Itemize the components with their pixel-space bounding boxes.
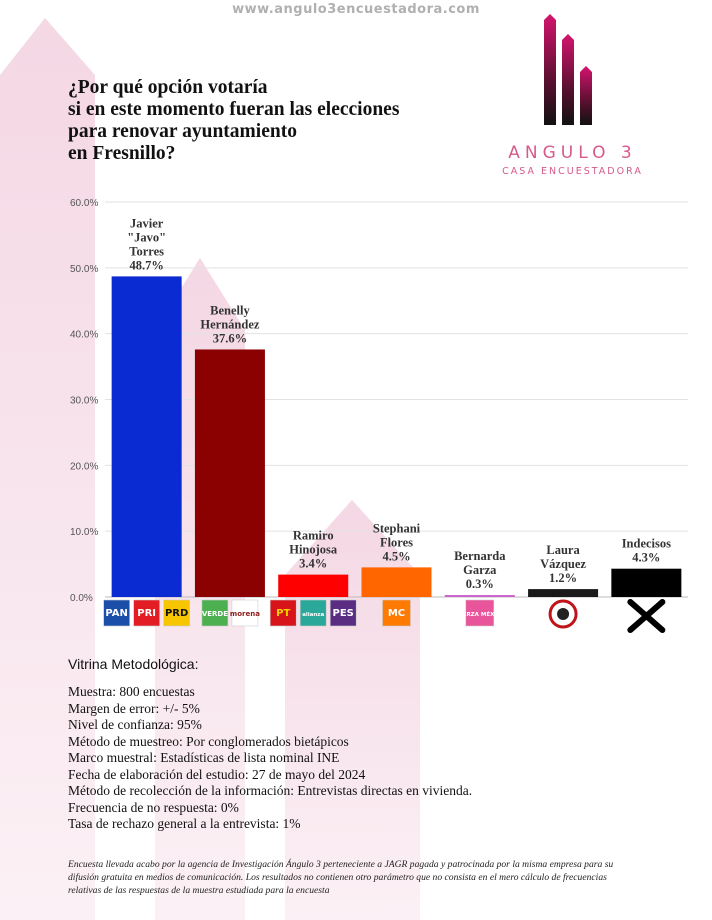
- brand-tagline: CASA ENCUESTADORA: [502, 166, 643, 177]
- title-line: en Fresnillo?: [68, 143, 176, 164]
- party-logo-text: alianza: [302, 612, 324, 618]
- fuerza-mexico-logo: [465, 599, 495, 627]
- data-label: 4.5%: [382, 549, 410, 563]
- prd-logo: [163, 599, 190, 627]
- party-logo-text: PT: [276, 608, 290, 619]
- bar: [444, 595, 515, 597]
- seal-center-icon: [557, 608, 570, 620]
- methodology-line: Fecha de elaboración del estudio: 27 de …: [68, 766, 366, 782]
- y-tick-label: 40.0%: [70, 330, 98, 341]
- data-label: 3.4%: [299, 557, 327, 571]
- category-label: "Javo": [127, 230, 166, 244]
- bar: [194, 349, 265, 597]
- bar: [361, 567, 432, 597]
- cross-mark-icon: [627, 599, 666, 633]
- alianza-logo: [299, 599, 327, 627]
- verde-logo: [201, 599, 229, 627]
- background-arrow-1: [0, 18, 95, 920]
- category-label: Flores: [380, 535, 413, 549]
- vote-intention-bar-chart: 60.0% 50.0% 40.0% 30.0% 20.0% 10.0% 0.0% Javier…: [70, 198, 688, 633]
- title-line: si en este momento fueran las elecciones: [68, 99, 400, 120]
- pt-logo: [269, 599, 297, 627]
- methodology-line: Margen de error: +/- 5%: [68, 700, 200, 716]
- methodology-line: Muestra: 800 encuestas: [68, 684, 195, 699]
- category-label: Vázquez: [540, 557, 586, 571]
- title-line: ¿Por qué opción votaría: [68, 77, 268, 98]
- party-logo-text: FUERZA MÉXICO: [454, 610, 505, 618]
- category-label: Hinojosa: [289, 543, 338, 557]
- party-logo-text: PES: [333, 608, 354, 619]
- movimiento-ciudadano-logo: [382, 599, 411, 627]
- category-label: Bernarda: [454, 549, 506, 563]
- category-label: Stephani: [373, 521, 421, 535]
- party-logo-text: PRD: [165, 608, 188, 619]
- website-url: www.angulo3encuestadora.com: [232, 2, 480, 17]
- category-label: Laura: [546, 543, 580, 557]
- data-label: 1.2%: [549, 571, 577, 585]
- methodology-line: Método de muestreo: Por conglomerados bi…: [68, 733, 349, 749]
- pri-logo: [133, 599, 160, 627]
- pan-logo: [103, 599, 130, 627]
- y-tick-label: 0.0%: [70, 593, 93, 604]
- party-logo-text: VERDE: [202, 610, 228, 618]
- y-tick-label: 50.0%: [70, 264, 98, 275]
- brand-name: ANGULO 3: [508, 143, 637, 163]
- category-label: Benelly: [210, 303, 250, 317]
- category-label: Hernández: [200, 317, 259, 331]
- data-label: 37.6%: [213, 331, 247, 345]
- y-tick-label: 20.0%: [70, 461, 98, 472]
- page-title: ¿Por qué opción votaría si en este momen…: [68, 77, 488, 165]
- category-label: Indecisos: [622, 537, 671, 551]
- methodology-line: Marco muestral: Estadísticas de lista no…: [68, 750, 340, 765]
- category-label: Torres: [129, 244, 164, 258]
- footnote: Encuesta llevada acabo por la agencia de…: [68, 859, 614, 896]
- bars-logo-icon: [544, 14, 592, 125]
- data-label: 4.3%: [632, 551, 660, 565]
- pes-logo: [329, 599, 357, 627]
- brand-logo: ANGULO 3 CASA ENCUESTADORA: [500, 10, 645, 177]
- methodology-line: Tasa de rechazo general a la entrevista:…: [68, 816, 301, 831]
- party-logo-text: PRI: [137, 608, 156, 619]
- data-label: 0.3%: [466, 577, 494, 591]
- y-tick-label: 10.0%: [70, 527, 98, 538]
- category-label: Javier: [130, 216, 164, 230]
- bar: [528, 589, 599, 597]
- party-logo-text: MC: [388, 608, 405, 619]
- data-label: 48.7%: [129, 258, 163, 272]
- methodology-line: Frecuencia de no respuesta: 0%: [68, 799, 239, 815]
- methodology-line: Método de recolección de la información:…: [68, 783, 473, 798]
- morena-logo: [231, 599, 259, 627]
- party-logo-text: PAN: [105, 608, 128, 619]
- y-tick-label: 30.0%: [70, 396, 98, 407]
- category-label: Ramiro: [293, 529, 334, 543]
- category-label: Garza: [463, 563, 497, 577]
- methodology-box: Vitrina Metodológica: Muestra: 800 encue…: [68, 656, 688, 833]
- title-line: para renovar ayuntamiento: [68, 121, 297, 142]
- y-tick-label: 60.0%: [70, 198, 98, 209]
- bar: [278, 574, 349, 597]
- party-logo-text: morena: [230, 610, 260, 618]
- methodology-title: Vitrina Metodológica:: [68, 656, 199, 672]
- bar: [611, 568, 682, 597]
- bar: [111, 276, 182, 597]
- methodology-line: Nivel de confianza: 95%: [68, 717, 202, 732]
